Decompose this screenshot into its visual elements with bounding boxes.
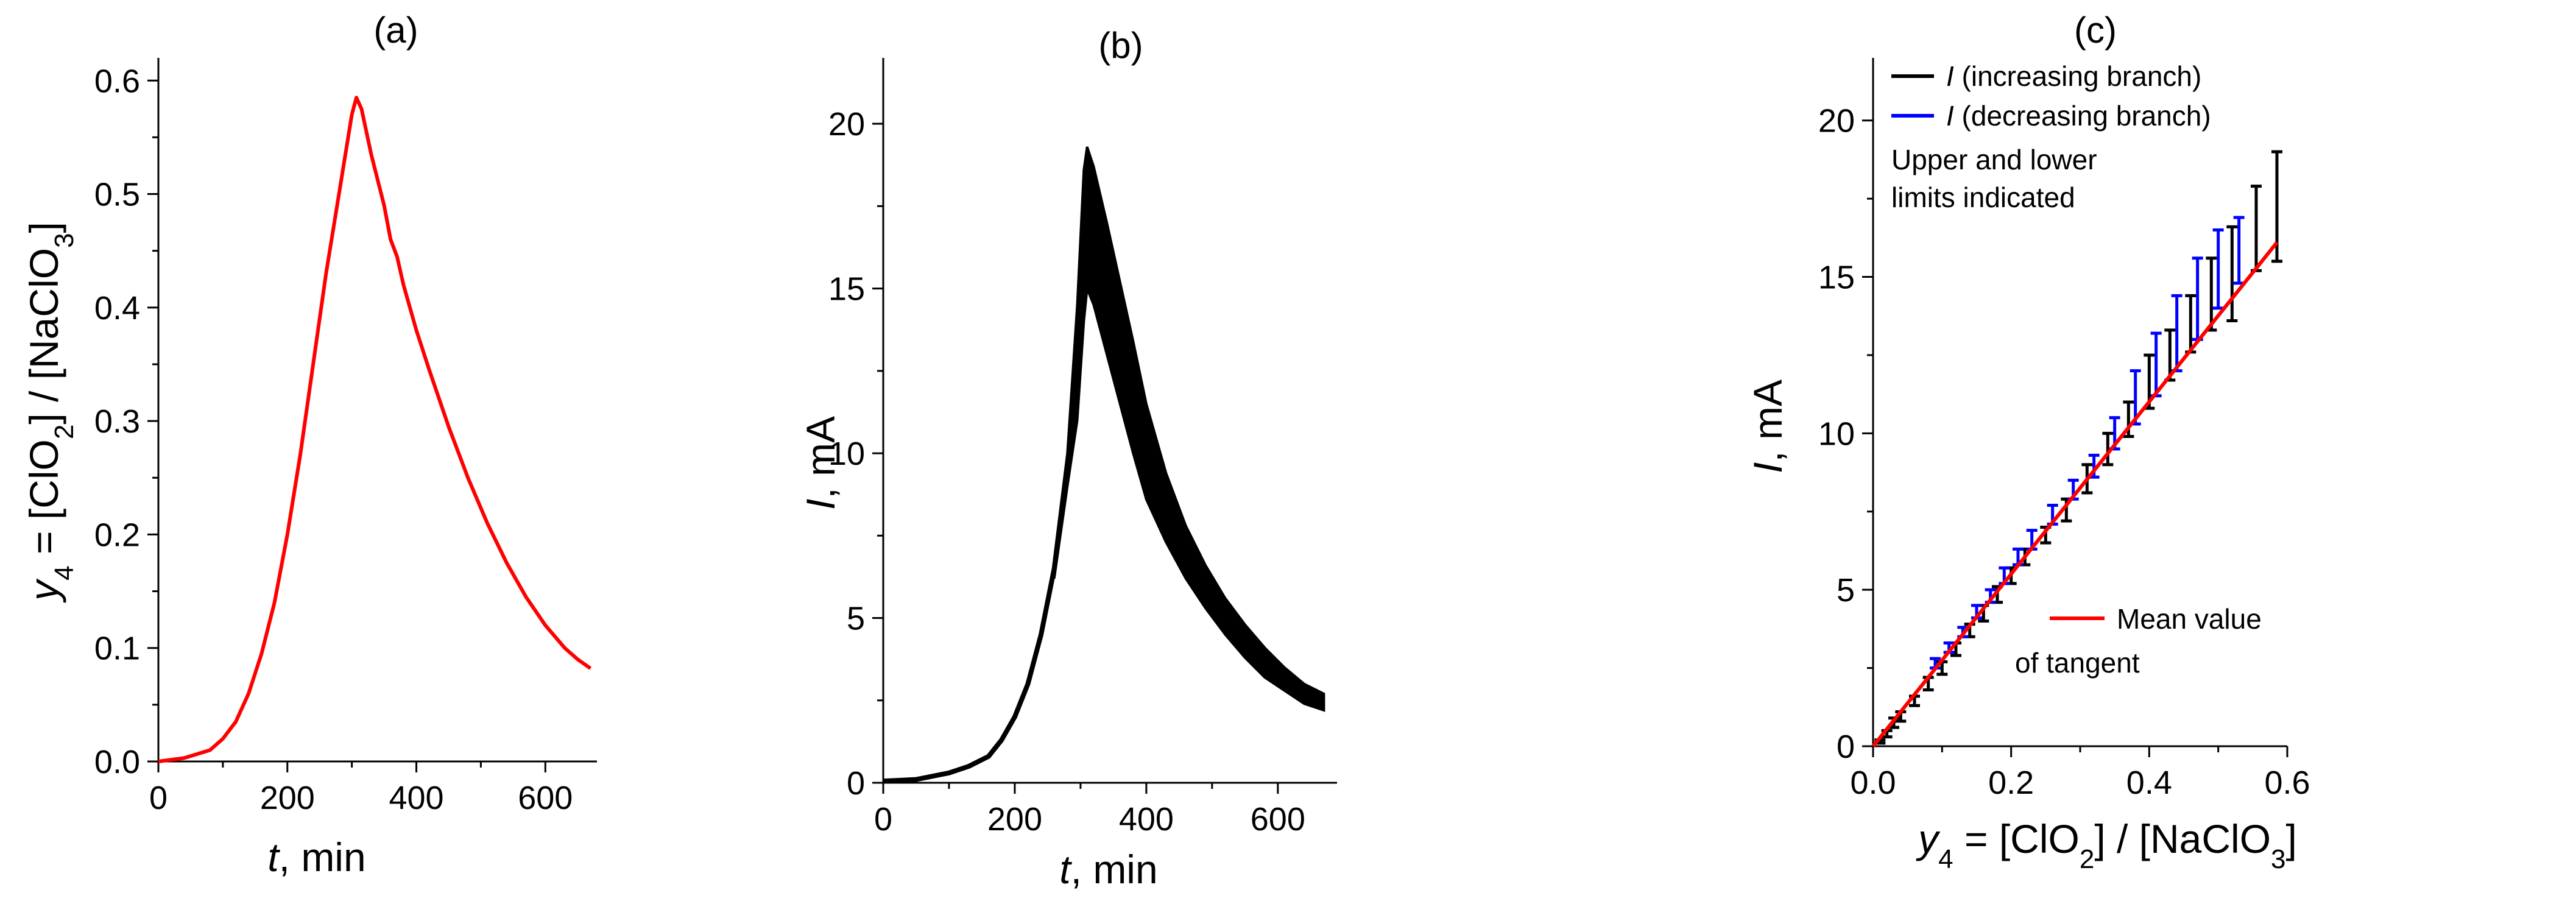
panel-b: (b) 0 200 400 600 0 5 10 15 20 t, min I, mA [798,25,1337,892]
panel-a-y-tick-label: 0.0 [94,744,140,780]
panel-a-y-axis-label: y4 = [ClO2] / [NaClO3] [21,222,79,603]
panel-b-y-axis-label: I, mA [798,416,843,510]
panel-c-y-tick-label: 10 [1818,415,1855,452]
panel-c-x-tick-label: 0.2 [1988,765,2034,801]
panel-c-y-axis-label: I, mA [1745,380,1790,473]
panel-b-series-line [883,220,1325,784]
panel-a-y-tick-label: 0.6 [94,63,140,99]
panel-b-y-tick-label: 20 [828,106,865,143]
panel-b-label: (b) [1098,25,1143,66]
panel-c-plot-area: 0.0 0.2 0.4 0.6 0 5 10 15 20 [1818,58,2310,801]
panel-a-x-tick-label: 0 [149,780,168,816]
panel-c-y-tick-label: 0 [1837,729,1855,765]
panel-c-x-tick-label: 0.6 [2264,765,2310,801]
panel-c-label: (c) [2074,10,2117,51]
panel-c-x-tick-label: 0.4 [2126,765,2172,801]
panel-b-y-tick-label: 15 [828,271,865,308]
panel-c-y-tick-label: 15 [1818,260,1855,296]
panel-b-x-tick-label: 0 [874,801,892,838]
legend: I (increasing branch) I (decreasing bran… [1891,60,2211,213]
legend-note-line-2: limits indicated [1891,182,2075,213]
panel-a-x-tick-label: 200 [260,780,315,816]
panel-c-y-tick-label: 5 [1837,572,1855,609]
panel-b-y-tick-label: 10 [828,436,865,472]
panel-a-y-tick-label: 0.1 [94,630,140,667]
panel-a-plot-area: 0 200 400 600 0.0 0.1 0.2 0.3 0.4 0.5 0.6 [94,58,597,816]
panel-b-y-tick-label: 0 [847,765,865,802]
tangent-label-line-2: of tangent [2015,647,2140,679]
panel-c: (c) 0.0 0.2 0.4 0.6 0 5 10 15 20 I (increasing b… [1745,10,2310,874]
panel-b-y-tick-label: 5 [847,601,865,637]
panel-a-x-axis-label: t, min [267,835,365,880]
legend-note-line-1: Upper and lower [1891,144,2097,175]
panel-a-series-line [158,96,592,763]
panel-b-noise-band [1053,146,1325,712]
panel-b-x-tick-label: 400 [1119,801,1174,838]
panel-a-x-tick-label: 600 [518,780,573,816]
panel-b-x-tick-label: 600 [1251,801,1305,838]
legend-label-decreasing: I (decreasing branch) [1946,100,2211,132]
legend-label-increasing: I (increasing branch) [1946,60,2201,92]
panel-c-tangent-line [1871,241,2279,747]
panel-a-x-tick-label: 400 [389,780,443,816]
panel-a-y-tick-label: 0.4 [94,290,140,327]
tangent-annotation: Mean value of tangent [2015,603,2262,679]
panel-b-plot-area: 0 200 400 600 0 5 10 15 20 [828,58,1337,838]
panel-a: (a) 0 200 400 600 0.0 0.1 0.2 0.3 0.4 0.5 0.6 t, m… [21,10,597,880]
panel-c-x-axis-label: y4 = [ClO2] / [NaClO3] [1916,816,2297,874]
tangent-label-line-1: Mean value [2117,603,2262,635]
panel-a-y-tick-label: 0.2 [94,517,140,553]
panel-b-x-tick-label: 200 [987,801,1042,838]
panel-a-y-tick-label: 0.5 [94,177,140,213]
panel-a-label: (a) [373,10,418,51]
panel-c-y-tick-label: 20 [1818,103,1855,139]
panel-c-x-tick-label: 0.0 [1850,765,1896,801]
panel-b-x-axis-label: t, min [1059,847,1157,892]
panel-a-y-tick-label: 0.3 [94,403,140,440]
